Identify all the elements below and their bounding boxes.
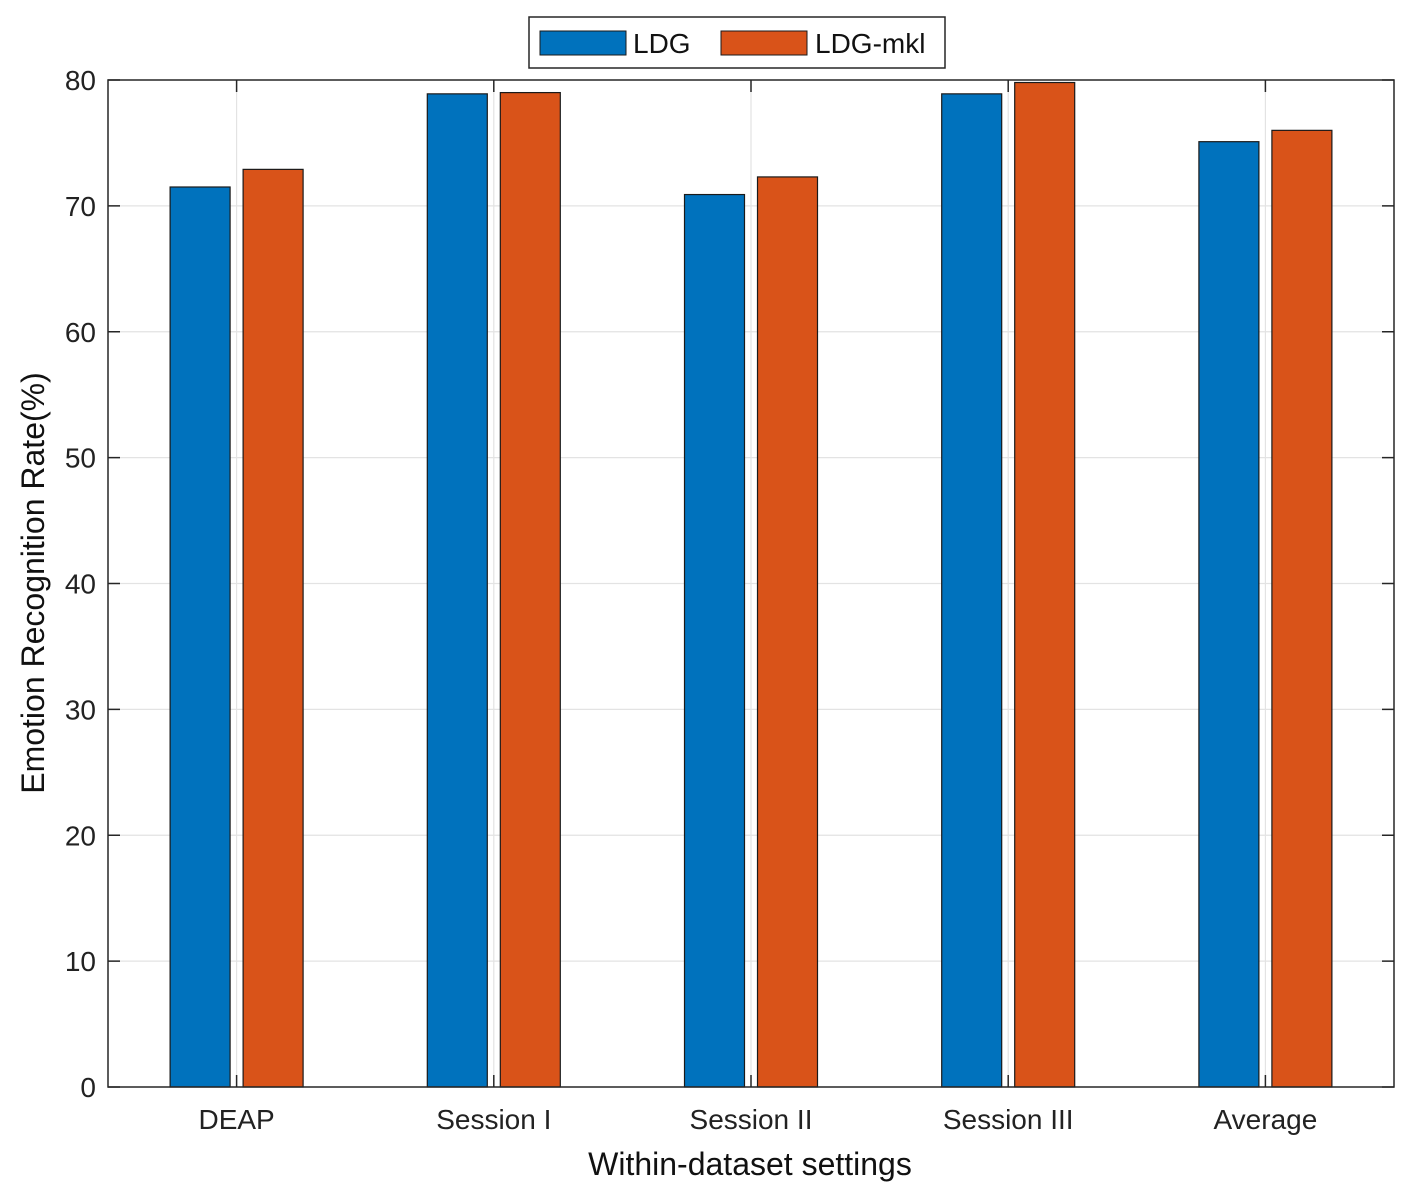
legend-swatch-ldg-mkl [720, 30, 808, 56]
bar-ldg-session-i [426, 93, 488, 1088]
x-tick-label: Average [1214, 1104, 1318, 1135]
bar-ldg-mkl-session-ii [756, 176, 819, 1088]
y-tick-label: 60 [65, 317, 96, 348]
y-tick-label: 30 [65, 694, 96, 725]
legend-swatch-ldg [539, 30, 627, 56]
bar-ldg-session-ii [683, 193, 746, 1088]
axis-ticks: 0 10 20 30 40 50 60 70 80 DEAP Session I Session II… [65, 65, 1394, 1135]
legend: LDG LDG-mkl [528, 16, 946, 69]
bars [169, 81, 1333, 1088]
bar-ldg-mkl-session-iii [1014, 81, 1076, 1088]
x-tick-label: Session II [690, 1104, 813, 1135]
y-tick-label: 50 [65, 443, 96, 474]
bar-ldg-session-iii [941, 93, 1003, 1088]
x-tick-label: Session III [943, 1104, 1074, 1135]
bar-ldg-mkl-session-i [499, 91, 561, 1088]
y-tick-label: 0 [80, 1072, 96, 1103]
y-tick-label: 80 [65, 65, 96, 96]
bar-ldg-mkl-average [1271, 129, 1333, 1088]
y-tick-label: 10 [65, 946, 96, 977]
x-axis-title: Within-dataset settings [588, 1146, 912, 1182]
legend-label-ldg: LDG [633, 28, 691, 59]
bar-ldg-deap [169, 186, 231, 1088]
bar-ldg-mkl-deap [242, 168, 304, 1088]
bar-ldg-average [1198, 141, 1260, 1088]
y-tick-label: 70 [65, 191, 96, 222]
y-axis-title: Emotion Recognition Rate(%) [15, 372, 51, 794]
y-tick-label: 20 [65, 820, 96, 851]
y-tick-label: 40 [65, 569, 96, 600]
legend-label-ldg-mkl: LDG-mkl [815, 28, 925, 59]
x-tick-label: DEAP [198, 1104, 274, 1135]
grid-lines [108, 80, 1394, 1087]
x-tick-label: Session I [436, 1104, 551, 1135]
